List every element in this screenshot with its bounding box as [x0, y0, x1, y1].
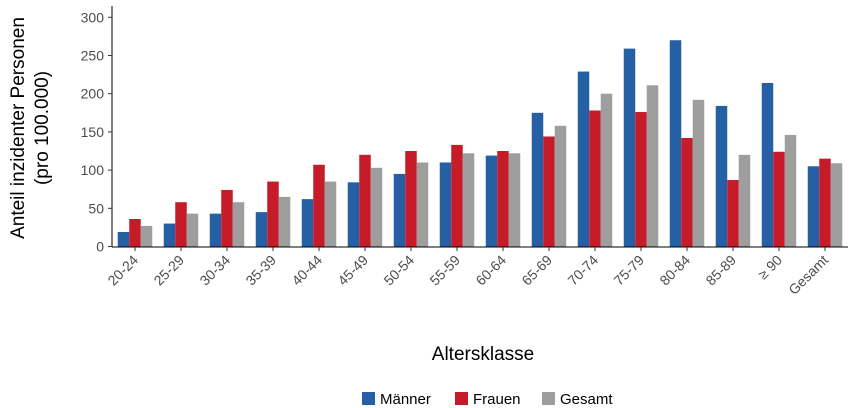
bar-frauen-45-49 [359, 154, 371, 247]
bar-frauen-50-54 [405, 151, 417, 247]
legend-label: Gesamt [560, 391, 613, 408]
legend-item-frauen: Frauen [455, 391, 521, 408]
bar-männer-20-24 [117, 231, 130, 247]
bar-frauen-85-89 [727, 180, 739, 247]
x-tick-label: 75-79 [610, 252, 647, 289]
x-tick-label: 65-69 [518, 252, 555, 289]
bar-gesamt-35-39 [278, 196, 291, 247]
x-axis-title: Altersklasse [432, 344, 534, 365]
bar-männer-60-64 [485, 155, 498, 247]
bar-männer-65-69 [531, 112, 544, 247]
x-tick-label: 20-24 [104, 252, 141, 289]
bar-gesamt-75-79 [646, 85, 659, 247]
y-tick-label: 0 [96, 239, 104, 255]
bar-männer-80-84 [669, 40, 682, 247]
bar-frauen-gesamt [819, 158, 831, 247]
legend-swatch [362, 392, 375, 405]
bar-gesamt-25-29 [186, 213, 199, 247]
bar-frauen-25-29 [175, 202, 187, 247]
bar-gesamt-40-44 [324, 181, 337, 247]
y-tick-label: 200 [81, 86, 105, 102]
bar-gesamt-65-69 [554, 125, 567, 247]
bar-frauen-65-69 [543, 136, 555, 247]
y-tick-label: 150 [81, 124, 105, 140]
legend-label: Männer [380, 391, 431, 408]
bar-männer-40-44 [301, 199, 314, 247]
y-tick-label: 250 [81, 48, 105, 64]
y-tick-label: 100 [81, 162, 105, 178]
legend-item-männer: Männer [362, 391, 431, 408]
legend-item-gesamt: Gesamt [542, 391, 613, 408]
bar-männer-75-79 [623, 48, 636, 247]
bar-frauen-60-64 [497, 151, 509, 247]
bar-männer-30-34 [209, 213, 222, 247]
bar-männer-90 [761, 83, 774, 247]
bar-gesamt-30-34 [232, 202, 245, 247]
bar-männer-45-49 [347, 182, 360, 247]
bar-gesamt-70-74 [600, 93, 613, 247]
x-tick-label: 35-39 [242, 252, 279, 289]
bar-männer-55-59 [439, 162, 452, 247]
bar-frauen-35-39 [267, 181, 279, 247]
bar-gesamt-55-59 [462, 153, 475, 247]
bar-gesamt-20-24 [140, 225, 153, 247]
bar-gesamt-60-64 [508, 153, 521, 247]
bar-gesamt-85-89 [738, 154, 751, 247]
bar-gesamt-80-84 [692, 99, 705, 247]
bar-frauen-20-24 [129, 218, 141, 247]
bar-frauen-80-84 [681, 138, 693, 247]
x-tick-label: Gesamt [785, 252, 831, 298]
bar-gesamt-50-54 [416, 162, 429, 247]
bars [117, 40, 843, 247]
bar-frauen-55-59 [451, 144, 463, 247]
y-axis: 0 50 100 150 200 250 300 [81, 6, 113, 255]
bar-männer-35-39 [255, 212, 268, 247]
y-axis-title: Anteil inzidenter Personen (pro 100.000) [8, 17, 53, 239]
bar-frauen-70-74 [589, 110, 601, 247]
bar-gesamt-gesamt [830, 163, 843, 247]
x-tick-label: 30-34 [196, 252, 233, 289]
y-tick-label: 300 [81, 9, 105, 25]
bar-männer-gesamt [807, 166, 820, 247]
x-tick-label: 85-89 [702, 252, 739, 289]
x-tick-label: 40-44 [288, 252, 325, 289]
legend-swatch [542, 392, 555, 405]
x-tick-label: 50-54 [380, 252, 417, 289]
x-tick-label: 55-59 [426, 252, 463, 289]
x-tick-label: 70-74 [564, 252, 601, 289]
bar-gesamt-45-49 [370, 167, 383, 247]
bar-männer-50-54 [393, 173, 406, 247]
legend-label: Frauen [473, 391, 521, 408]
bar-frauen-40-44 [313, 164, 325, 247]
bar-männer-25-29 [163, 223, 176, 247]
x-tick-label: 60-64 [472, 252, 509, 289]
y-axis-title-line: Anteil inzidenter Personen [8, 17, 29, 239]
bar-frauen-90 [773, 151, 785, 247]
bar-frauen-30-34 [221, 189, 233, 247]
y-tick-label: 50 [88, 200, 104, 216]
x-tick-label: 80-84 [656, 252, 693, 289]
bar-männer-85-89 [715, 105, 728, 247]
x-axis: 20-24 25-29 30-34 35-39 40-44 45-49 50-54 55-59… [104, 246, 848, 298]
x-tick-label: 45-49 [334, 252, 371, 289]
x-tick-label: 25-29 [150, 252, 187, 289]
x-tick-label: ≥ 90 [755, 252, 786, 283]
y-axis-title-line: (pro 100.000) [32, 71, 53, 185]
bar-männer-70-74 [577, 71, 590, 247]
legend: Männer Frauen Gesamt [362, 391, 613, 408]
bar-gesamt-90 [784, 134, 797, 247]
bar-frauen-75-79 [635, 112, 647, 247]
legend-swatch [455, 392, 468, 405]
